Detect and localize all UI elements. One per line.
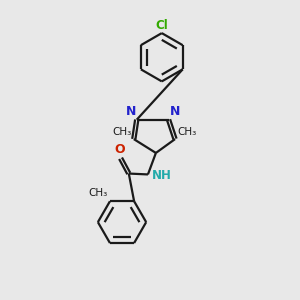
Text: N: N: [125, 106, 136, 118]
Text: CH₃: CH₃: [88, 188, 108, 198]
Text: O: O: [114, 143, 125, 156]
Text: CH₃: CH₃: [112, 127, 131, 137]
Text: NH: NH: [152, 169, 171, 182]
Text: N: N: [169, 106, 180, 118]
Text: Cl: Cl: [155, 19, 168, 32]
Text: CH₃: CH₃: [177, 127, 196, 137]
